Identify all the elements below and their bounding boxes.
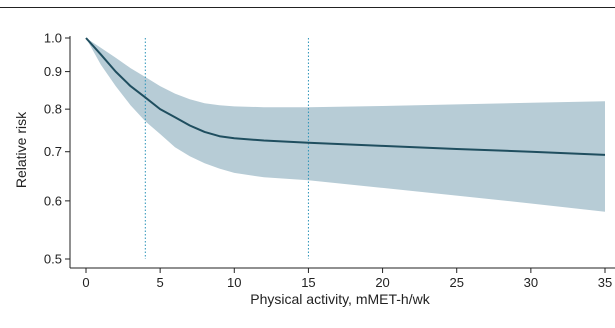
x-tick-label: 10 [227,275,241,290]
x-axis-title: Physical activity, mMET-h/wk [250,291,430,307]
y-tick-label: 0.8 [44,102,62,117]
y-tick-label: 0.6 [44,193,62,208]
x-tick-label: 15 [301,275,315,290]
y-tick-label: 0.7 [44,144,62,159]
y-tick-label: 0.9 [44,64,62,79]
x-tick-label: 30 [524,275,538,290]
y-tick-label: 0.5 [44,252,62,267]
confidence-band [86,38,605,212]
estimate-line [85,37,606,156]
x-tick-label: 5 [157,275,164,290]
top-rule [0,7,615,8]
x-tick-label: 35 [598,275,612,290]
x-tick-label: 20 [375,275,389,290]
x-tick-label: 25 [449,275,463,290]
x-tick-label: 0 [82,275,89,290]
y-axis-title: Relative risk [13,111,29,188]
y-tick-label: 1.0 [44,31,62,46]
